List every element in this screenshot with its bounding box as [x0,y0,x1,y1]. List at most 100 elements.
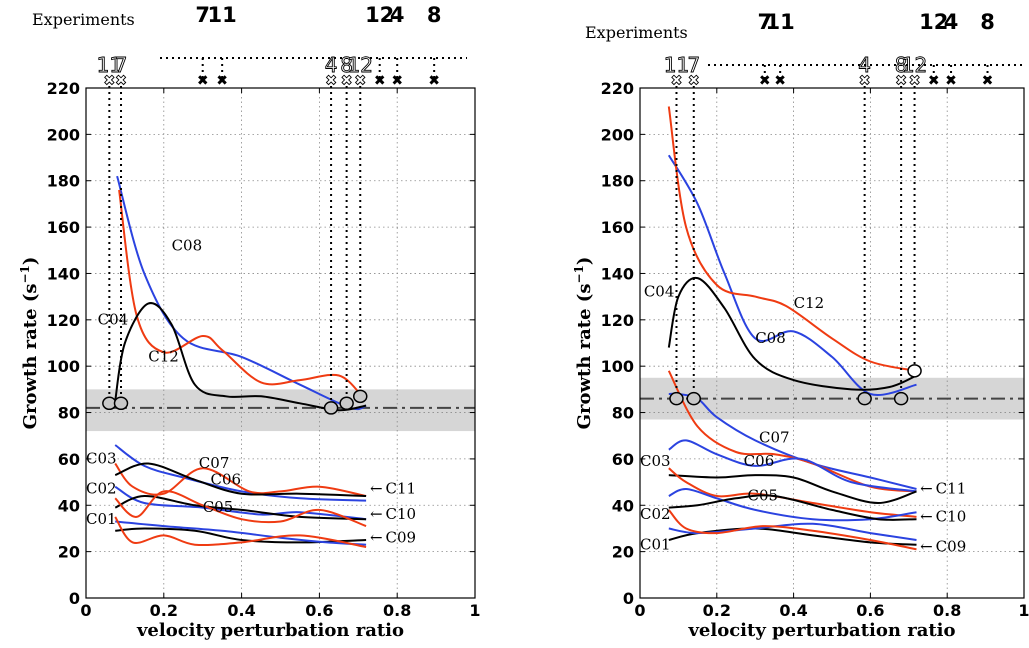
y-tick-label: 60 [612,450,634,469]
curve-label: C09 [936,538,967,556]
x-axis-title: velocity perturbation ratio [136,620,404,641]
curve-label: C03 [86,450,117,468]
crossing-point [113,396,129,411]
y-tick-label: 140 [47,264,80,283]
curve-label-arrow: ← [370,480,383,498]
x-tick-label: 0.2 [703,601,731,620]
x-tick-label: 0.8 [383,601,411,620]
experiment-marker: ✖ [428,73,440,89]
series-c11 [114,516,367,548]
series-c10 [668,494,917,521]
curve-label: C09 [386,528,417,546]
experiment-label: 11 [766,10,795,34]
experiment-marker: ✖ [774,73,786,89]
simulation-marker: ✖ [909,73,921,89]
y-tick-label: 180 [601,172,634,191]
curve-label: C04 [98,310,129,328]
simulation-label: 12 [902,53,927,77]
y-tick-label: 200 [47,125,80,144]
x-axis-title: velocity perturbation ratio [687,620,955,641]
experiment-marker: ✖ [982,73,994,89]
right-chart-panel: 0 0.2 0.4 0.6 0.8 1 0 20 40 60 80 100 120 140 160 180 20… [572,10,1029,641]
series-c10 [114,490,367,528]
simulation-label: 8 [895,53,908,77]
x-tick-label: 0 [634,601,645,620]
experiment-label: 4 [390,3,405,27]
series-c04 [667,276,917,391]
simulation-marker: ✖ [688,73,700,89]
curve-label: C04 [644,283,675,301]
simulation-marker: ✖ [115,73,127,89]
experiment-marker: ✖ [928,73,940,89]
curve-label: C06 [210,470,241,488]
y-tick-label: 80 [58,404,80,423]
crossing-point [352,389,368,404]
experiment-marker: ✖ [391,73,403,89]
y-tick-label: 120 [601,311,634,330]
experiment-label: 8 [980,10,995,34]
simulation-label: 4 [858,53,871,77]
crossing-point [907,364,922,378]
y-tick-label: 80 [612,404,634,423]
curve-label-arrow: ← [370,528,383,546]
curve-label-arrow: ← [370,505,383,523]
curve-label: C07 [759,429,790,447]
y-tick-label: 20 [58,543,80,562]
curve-label: C02 [640,505,671,523]
curve-label: C12 [794,294,825,312]
experiments-title: Experiments [32,10,135,29]
experiment-marker: ✖ [216,73,228,89]
y-tick-label: 40 [612,496,634,515]
y-tick-label: 0 [623,589,634,608]
series-c05 [668,487,917,522]
y-tick-label: 160 [601,218,634,237]
y-tick-label: 180 [47,172,80,191]
crossing-point [339,396,354,411]
simulation-marker: ✖ [671,73,683,89]
y-tick-label: 60 [58,450,80,469]
curve-label: C10 [386,505,417,523]
curve-label: C08 [172,236,203,254]
curve-label-arrow: ← [920,480,933,498]
series-c09 [668,522,917,541]
series-c06 [114,462,367,497]
y-tick-label: 140 [601,264,634,283]
curve-label: C05 [748,487,779,505]
simulation-marker: ✖ [354,73,366,89]
crossing-point [323,401,339,415]
y-tick-label: 220 [47,79,80,98]
x-tick-label: 0.8 [933,601,961,620]
curve-label: C08 [755,329,786,347]
experiment-marker: ✖ [759,73,771,89]
plot-frame [639,87,1025,599]
curve-label: C01 [86,510,117,528]
series-c08 [667,154,917,396]
curve-label: C03 [640,452,671,470]
y-axis-title: Growth rate (s−1) [18,257,41,430]
series-c01 [115,527,367,544]
experiment-marker: ✖ [945,73,957,89]
simulation-marker: ✖ [341,73,353,89]
simulation-label: 12 [348,53,373,77]
series-c05 [114,494,367,521]
y-axis-title: Growth rate (s−1) [572,257,595,430]
crossing-point [857,391,872,406]
x-tick-label: 0.2 [150,601,178,620]
curve-label-arrow: ← [920,538,933,556]
x-tick-label: 0.6 [305,601,333,620]
curve-label: C11 [386,480,417,498]
x-tick-label: 0 [80,601,91,620]
x-tick-label: 0.4 [227,601,255,620]
x-tick-label: 0.6 [856,601,884,620]
y-tick-label: 120 [47,311,80,330]
y-tick-label: 0 [69,589,80,608]
simulation-marker: ✖ [859,73,871,89]
y-tick-label: 20 [612,543,634,562]
experiment-label: 4 [944,10,959,34]
experiment-label: 8 [427,3,442,27]
series-c09 [115,520,367,546]
simulation-marker: ✖ [103,73,115,89]
left-chart-panel: 0 0.2 0.4 0.6 0.8 1 0 20 40 60 80 100 120 140 160 180 20… [18,3,481,641]
experiments-title: Experiments [585,23,688,42]
